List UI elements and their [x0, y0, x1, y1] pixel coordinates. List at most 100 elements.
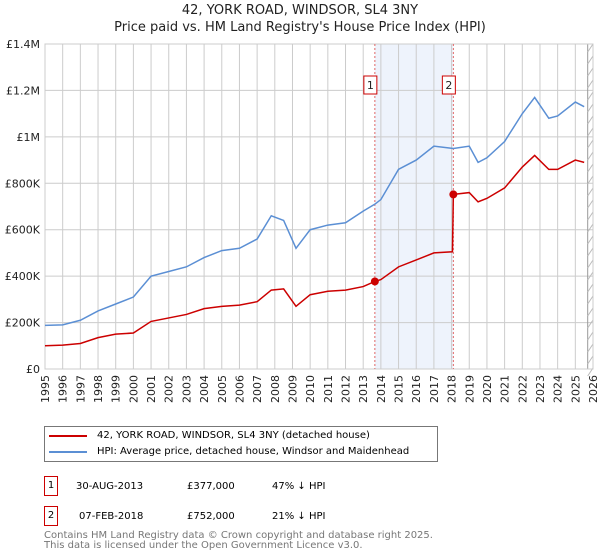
- x-tick-label: 2017: [428, 375, 441, 403]
- x-tick-label: 2001: [145, 375, 158, 403]
- y-tick-label: £1.4M: [6, 38, 40, 51]
- hatch-line: [587, 223, 594, 233]
- x-tick-label: 2022: [516, 375, 529, 403]
- x-tick-label: 2026: [587, 375, 600, 403]
- hatch-line: [587, 187, 594, 197]
- hatch-line: [587, 199, 594, 209]
- hatch-line: [587, 67, 594, 77]
- x-tick-label: 2003: [180, 375, 193, 403]
- y-tick-label: £600K: [5, 224, 41, 237]
- x-tick-label: 2011: [322, 375, 335, 403]
- property-price-line: [44, 154, 585, 347]
- hatch-line: [587, 91, 594, 101]
- x-tick-label: 2007: [251, 375, 264, 403]
- sale-label: 1: [367, 79, 374, 92]
- sale-point: [449, 190, 458, 199]
- x-tick-label: 2020: [481, 375, 494, 403]
- hatch-line: [587, 115, 594, 125]
- hatch-line: [587, 175, 594, 185]
- sale-marker-badge: 1: [44, 476, 58, 496]
- legend-label: 42, YORK ROAD, WINDSOR, SL4 3NY (detache…: [97, 430, 370, 441]
- sale-point: [370, 277, 379, 286]
- x-tick-label: 2002: [163, 375, 176, 403]
- x-tick-label: 1995: [39, 375, 52, 403]
- x-tick-label: 2025: [569, 375, 582, 403]
- sale-hpi-diff: 21% ↓ HPI: [272, 510, 326, 522]
- hatch-line: [587, 355, 594, 365]
- shaded-period: [374, 44, 454, 369]
- sale-date: 07-FEB-2018: [79, 510, 144, 522]
- legend-swatch: [49, 434, 87, 437]
- x-tick-label: 1997: [74, 375, 87, 403]
- hatch-line: [587, 319, 594, 329]
- x-tick-label: 2000: [127, 375, 140, 403]
- y-tick-label: £400K: [5, 270, 41, 283]
- sale-label-box: [441, 75, 456, 95]
- sale-marker-badge: 2: [44, 506, 58, 526]
- x-tick-label: 2021: [499, 375, 512, 403]
- x-tick-label: 2016: [410, 375, 423, 403]
- hatch-line: [587, 43, 594, 53]
- x-tick-label: 2019: [463, 375, 476, 403]
- hpi-line: [44, 96, 585, 327]
- hatch-line: [587, 295, 594, 305]
- footer-line: This data is licensed under the Open Gov…: [44, 540, 363, 551]
- hatch-line: [587, 79, 594, 89]
- x-tick-label: 2008: [269, 375, 282, 403]
- footer: Contains HM Land Registry data © Crown c…: [44, 531, 433, 551]
- y-tick-label: £800K: [5, 177, 41, 190]
- x-tick-label: 2024: [552, 375, 565, 403]
- hatch-line: [587, 139, 594, 149]
- legend-item-property: 42, YORK ROAD, WINDSOR, SL4 3NY (detache…: [49, 430, 370, 441]
- y-tick-label: £0: [26, 363, 40, 376]
- x-tick-label: 2013: [357, 375, 370, 403]
- hatch-line: [587, 247, 594, 257]
- hatch-line: [587, 283, 594, 293]
- x-tick-label: 2015: [393, 375, 406, 403]
- plot-border: [44, 43, 594, 370]
- sale-price: £752,000: [187, 510, 235, 522]
- y-tick-label: £1M: [17, 131, 41, 144]
- chart-subtitle: Price paid vs. HM Land Registry's House …: [114, 20, 486, 35]
- hatch-line: [587, 103, 594, 113]
- x-tick-label: 2012: [340, 375, 353, 403]
- x-tick-label: 2006: [233, 375, 246, 403]
- x-tick-label: 1996: [57, 375, 70, 403]
- hatch-line: [587, 331, 594, 341]
- plot-area: 1995 1996 1997 1998 1999 2000 2001 2002 2003 2004…: [5, 38, 600, 403]
- sale-label-box: [363, 75, 378, 95]
- hatch-line: [587, 307, 594, 317]
- hatch-line: [587, 55, 594, 65]
- x-tick-label: 2010: [304, 375, 317, 403]
- hatch-line: [587, 259, 594, 269]
- y-tick-label: £1.2M: [6, 84, 40, 97]
- hatch-line: [587, 151, 594, 161]
- hatch-line: [587, 163, 594, 173]
- x-tick-label: 1999: [110, 375, 123, 403]
- chart-title: 42, YORK ROAD, WINDSOR, SL4 3NY: [181, 3, 419, 18]
- hatch-line: [587, 211, 594, 221]
- x-tick-label: 2014: [375, 375, 388, 403]
- legend-label: HPI: Average price, detached house, Wind…: [97, 446, 410, 457]
- sale-label: 2: [445, 79, 452, 92]
- x-tick-label: 2009: [286, 375, 299, 403]
- hatch-line: [587, 235, 594, 245]
- x-tick-label: 1998: [92, 375, 105, 403]
- sale-date: 30-AUG-2013: [76, 480, 144, 492]
- hatch-line: [587, 271, 594, 281]
- hatch-line: [587, 127, 594, 137]
- sale-price: £377,000: [187, 480, 235, 492]
- table-row: 1 30-AUG-2013 £377,000 47% ↓ HPI: [44, 476, 325, 496]
- sale-hpi-diff: 47% ↓ HPI: [272, 480, 326, 492]
- y-tick-label: £200K: [5, 317, 41, 330]
- legend-swatch: [49, 450, 87, 453]
- x-tick-label: 2023: [534, 375, 547, 403]
- legend: 42, YORK ROAD, WINDSOR, SL4 3NY (detache…: [44, 426, 438, 462]
- table-row: 2 07-FEB-2018 £752,000 21% ↓ HPI: [44, 506, 325, 526]
- x-tick-label: 2018: [446, 375, 459, 403]
- legend-item-hpi: HPI: Average price, detached house, Wind…: [49, 446, 409, 457]
- footer-line: Contains HM Land Registry data © Crown c…: [44, 530, 433, 541]
- x-tick-label: 2004: [198, 375, 211, 403]
- x-tick-label: 2005: [216, 375, 229, 403]
